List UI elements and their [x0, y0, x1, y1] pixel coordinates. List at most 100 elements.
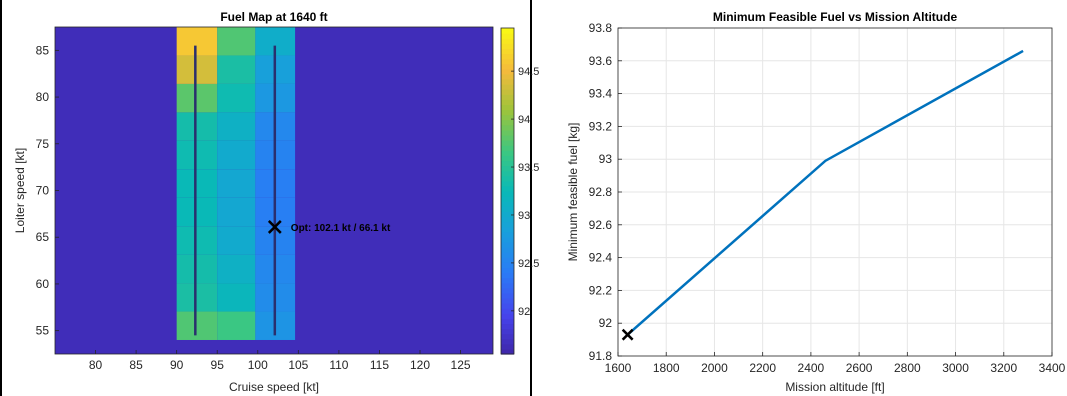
x-tick-label: 120 [410, 358, 430, 372]
y-tick-label: 93.8 [589, 21, 613, 35]
colorbar-segment [501, 247, 514, 253]
x-tick-label: 1800 [653, 361, 680, 375]
colorbar-segment [501, 33, 514, 39]
colorbar-segment [501, 236, 514, 243]
colorbar-segment [501, 206, 514, 212]
heatmap-cell [176, 283, 218, 312]
colorbar-segment [501, 231, 514, 238]
colorbar-segment [501, 196, 514, 202]
colorbar-segment [501, 160, 514, 167]
optimum-label: Opt: 102.1 kt / 66.1 kt [291, 223, 391, 234]
colorbar-segment [501, 53, 514, 60]
heatmap-cell [176, 311, 218, 340]
chart-title: Fuel Map at 1640 ft [220, 10, 327, 24]
heatmap-cell [217, 197, 256, 227]
colorbar-segment [501, 114, 514, 121]
colorbar-segment [501, 211, 514, 218]
heatmap-cell [176, 226, 218, 255]
x-axis-label: Cruise speed [kt] [229, 380, 319, 394]
colorbar-segment [501, 99, 514, 106]
colorbar-segment [501, 282, 514, 289]
middle-divider [530, 0, 532, 396]
colorbar-segment [501, 287, 514, 294]
x-tick-label: 110 [329, 358, 348, 372]
heatmap-cell [217, 226, 256, 255]
y-axis-label: Minimum feasible fuel [kg] [566, 123, 580, 262]
colorbar-segment [501, 119, 514, 126]
colorbar-segment [501, 155, 514, 162]
y-tick-label: 93 [599, 152, 613, 166]
colorbar-tick-label: 94 [518, 114, 530, 126]
colorbar-segment [501, 28, 514, 34]
colorbar-segment [501, 180, 514, 187]
x-tick-label: 2000 [701, 361, 728, 375]
heatmap-cell [176, 112, 218, 141]
colorbar-segment [501, 124, 514, 131]
heatmap-cell [217, 112, 256, 141]
heatmap-cell [217, 140, 256, 170]
y-tick-label: 85 [36, 43, 50, 57]
heatmap-cell [176, 197, 218, 227]
colorbar-segment [501, 318, 514, 325]
x-tick-label: 85 [129, 358, 143, 372]
colorbar-segment [501, 272, 514, 279]
y-tick-label: 91.8 [589, 349, 613, 363]
y-tick-label: 92.8 [589, 185, 613, 199]
colorbar-segment [501, 348, 514, 355]
colorbar-segment [501, 308, 514, 314]
colorbar-segment [501, 277, 514, 284]
heatmap-cell [176, 83, 218, 113]
colorbar-segment [501, 165, 514, 172]
heatmap-cell [217, 169, 256, 198]
colorbar-segment [501, 313, 514, 319]
y-tick-label: 93.4 [589, 87, 613, 101]
colorbar-segment [501, 262, 514, 269]
y-axis-label: Loiter speed [kt] [13, 148, 27, 233]
y-tick-label: 92.2 [589, 283, 613, 297]
heatmap-cell [176, 169, 218, 198]
colorbar-segment [501, 68, 514, 75]
y-tick-label: 75 [36, 137, 50, 151]
colorbar-segment [501, 43, 514, 49]
heatmap-cell [217, 254, 256, 284]
x-tick-label: 1600 [605, 361, 632, 375]
y-tick-label: 92.6 [589, 218, 613, 232]
colorbar-segment [501, 226, 514, 233]
heatmap-cell [176, 27, 218, 56]
colorbar-tick-label: 93 [518, 210, 530, 222]
colorbar-segment [501, 257, 514, 263]
optimum-marker [267, 220, 282, 234]
x-tick-label: 2800 [894, 361, 921, 375]
heatmap-cell [217, 27, 256, 56]
colorbar-segment [501, 140, 514, 146]
colorbar-segment [501, 333, 514, 340]
y-tick-label: 70 [36, 184, 50, 198]
y-tick-label: 93.6 [589, 54, 613, 68]
chart-title: Minimum Feasible Fuel vs Mission Altitud… [713, 10, 958, 24]
x-tick-label: 2400 [798, 361, 825, 375]
colorbar-segment [501, 338, 514, 345]
colorbar-segment [501, 48, 514, 55]
y-tick-label: 92.4 [589, 251, 613, 265]
colorbar-segment [501, 185, 514, 192]
x-tick-label: 2200 [749, 361, 776, 375]
heatmap-cell [217, 55, 256, 84]
colorbar-segment [501, 109, 514, 116]
colorbar-tick-label: 92.5 [518, 258, 539, 270]
y-tick-label: 92 [599, 316, 613, 330]
x-tick-label: 115 [370, 358, 389, 372]
x-tick-label: 95 [211, 358, 225, 372]
colorbar: 92 92.5 93 93.5 94 94.5 [500, 27, 539, 355]
colorbar-segment [501, 191, 514, 197]
colorbar-segment [501, 63, 514, 70]
colorbar-tick-label: 92 [518, 306, 530, 318]
colorbar-segment [501, 58, 514, 65]
colorbar-segment [501, 134, 514, 141]
colorbar-segment [501, 216, 514, 223]
x-tick-label: 100 [248, 358, 268, 372]
colorbar-segment [501, 303, 514, 309]
colorbar-segment [501, 343, 514, 350]
x-tick-label: 2600 [846, 361, 873, 375]
colorbar-segment [501, 297, 514, 304]
